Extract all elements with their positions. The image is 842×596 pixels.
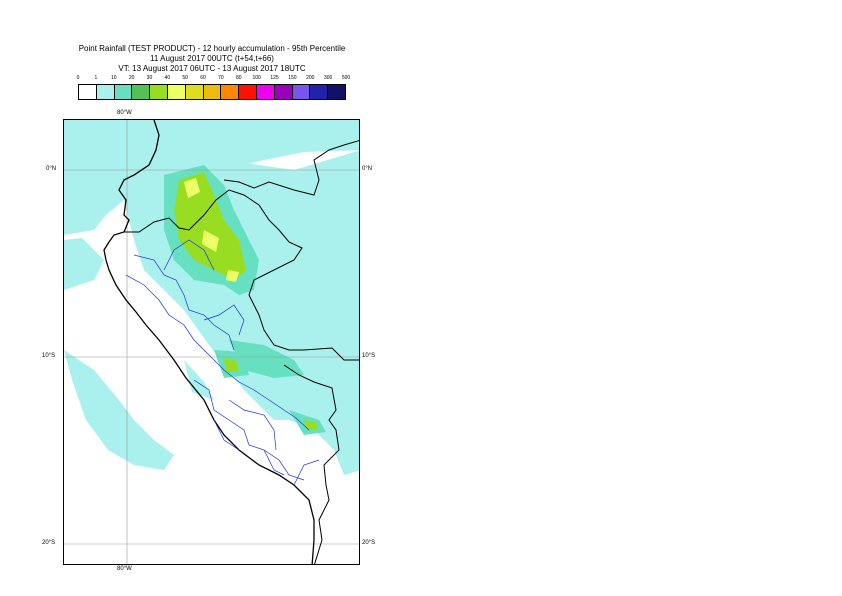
lat-label-0n-left: 0°N: [46, 166, 57, 172]
country-borders: [124, 140, 359, 564]
legend-tick-label: 30: [146, 75, 153, 81]
rainfall-peak-shading: [184, 178, 239, 282]
legend-tick-label: 1: [94, 75, 98, 81]
legend-swatch: [274, 85, 293, 99]
legend-tick-label: 80: [236, 75, 242, 81]
map-canvas: [64, 120, 359, 564]
title-line-1: Point Rainfall (TEST PRODUCT) - 12 hourl…: [78, 44, 346, 53]
legend-tick-label: 60: [200, 75, 206, 81]
legend-swatch: [150, 85, 168, 99]
lat-label-10s-right: 10°S: [362, 353, 376, 359]
title-line-2: 11 August 2017 00UTC (t+54,t+66): [150, 54, 274, 63]
lon-label-bottom: 80°W: [117, 566, 132, 572]
regional-boundaries: [125, 239, 320, 486]
map-panel: [63, 119, 360, 565]
legend-tick-label: 150: [288, 75, 297, 81]
legend-tick-label: 500: [341, 75, 351, 81]
rainfall-land-shading: [124, 150, 359, 475]
lat-label-20s-left: 20°S: [42, 540, 56, 546]
legend-swatch: [96, 85, 115, 99]
legend-tick-label: 70: [218, 75, 224, 81]
legend-swatch: [256, 85, 275, 99]
legend-swatch: [167, 85, 186, 99]
lat-label-0n-right: 0°N: [362, 166, 373, 172]
legend-tick-label: 40: [164, 75, 171, 81]
legend-tick-label: 300: [323, 75, 333, 81]
legend-swatch: [185, 85, 204, 99]
legend-swatch: [221, 85, 240, 99]
legend-tick-label: 0: [76, 75, 80, 81]
legend-tick-label: 100: [252, 75, 261, 81]
legend-swatch: [203, 85, 222, 99]
lon-label-top: 80°W: [117, 110, 132, 116]
legend-tick-label: 20: [128, 75, 135, 81]
legend-swatch: [328, 85, 345, 99]
legend-swatch: [292, 85, 311, 99]
coastline: [103, 120, 315, 564]
lat-label-20s-right: 20°S: [362, 540, 376, 546]
title-line-3: VT: 13 August 2017 06UTC - 13 August 201…: [118, 64, 306, 73]
legend-tick-label: 10: [110, 75, 117, 81]
legend-swatch: [310, 85, 329, 99]
legend-swatch: [79, 85, 97, 99]
legend-swatch: [239, 85, 257, 99]
legend-tick-label: 200: [306, 75, 315, 81]
lat-label-10s-left: 10°S: [42, 353, 56, 359]
legend-swatch: [132, 85, 151, 99]
legend-tick-label: 50: [182, 75, 188, 81]
legend-tick-label: 125: [270, 75, 279, 81]
legend-colorbar: [78, 84, 346, 100]
legend-swatch: [114, 85, 133, 99]
graticule: [64, 120, 359, 564]
rainfall-heavy-shading: [174, 172, 318, 430]
rainfall-ocean-shading: [64, 120, 359, 470]
